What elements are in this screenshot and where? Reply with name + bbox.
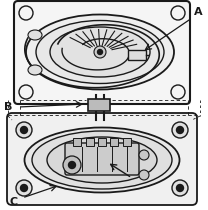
Circle shape (172, 180, 188, 196)
Circle shape (63, 156, 81, 174)
Circle shape (16, 180, 32, 196)
Circle shape (19, 85, 33, 99)
Circle shape (21, 185, 27, 192)
Text: A: A (194, 7, 202, 17)
Circle shape (19, 6, 33, 20)
Circle shape (94, 46, 106, 58)
Text: C: C (10, 197, 18, 207)
Ellipse shape (36, 21, 164, 84)
Bar (88, 99, 110, 111)
Circle shape (16, 122, 32, 138)
Bar (86, 138, 94, 146)
Bar (73, 138, 81, 146)
Circle shape (21, 126, 27, 134)
Circle shape (98, 50, 103, 55)
FancyBboxPatch shape (7, 113, 197, 205)
Circle shape (171, 85, 185, 99)
Circle shape (139, 150, 149, 160)
Bar (128, 50, 146, 60)
Ellipse shape (25, 127, 180, 193)
Circle shape (177, 185, 183, 192)
Bar (98, 138, 106, 146)
Ellipse shape (50, 27, 150, 77)
Text: B: B (4, 102, 12, 112)
Bar (110, 138, 118, 146)
Circle shape (171, 6, 185, 20)
Ellipse shape (32, 131, 172, 189)
Ellipse shape (28, 65, 42, 75)
Ellipse shape (28, 30, 42, 40)
Ellipse shape (26, 14, 174, 89)
FancyBboxPatch shape (65, 143, 139, 175)
Bar (123, 138, 131, 146)
FancyBboxPatch shape (14, 1, 190, 104)
Circle shape (177, 126, 183, 134)
Circle shape (68, 161, 76, 168)
Circle shape (172, 122, 188, 138)
Ellipse shape (47, 137, 157, 183)
Circle shape (139, 170, 149, 180)
